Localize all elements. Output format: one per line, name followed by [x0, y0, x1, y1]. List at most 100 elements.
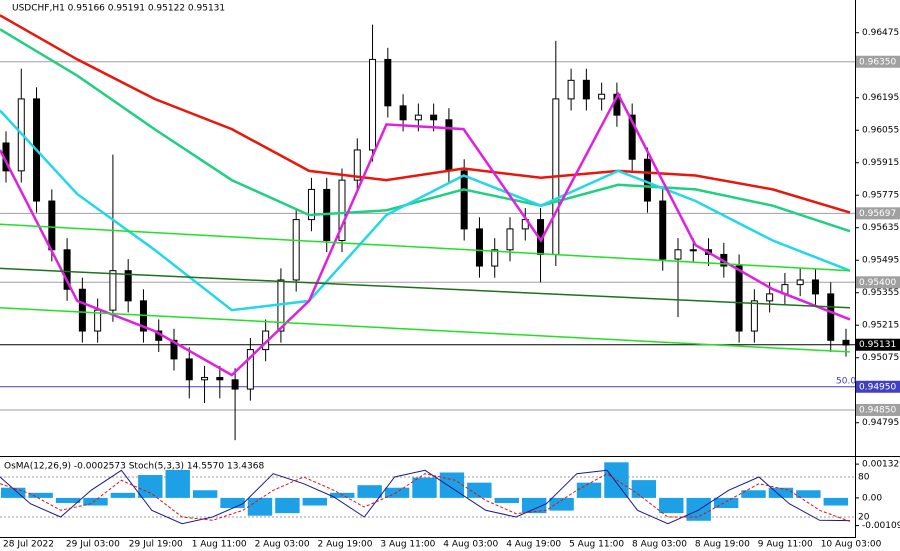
y-tick-label: 0.96195: [862, 93, 899, 103]
osma-bar: [192, 490, 218, 498]
candle-body: [369, 58, 377, 151]
indicator-line: [0, 109, 851, 312]
y-tick-label: 0.95635: [862, 223, 899, 233]
level-label: 0.96350: [859, 57, 896, 67]
candle-body: [231, 379, 239, 390]
x-tick-label: 2 Aug 03:00: [255, 540, 310, 550]
candle-body: [170, 339, 178, 360]
osma-bar: [165, 469, 190, 498]
osma-bar: [796, 490, 821, 498]
y-tick-label: 0.96055: [862, 126, 899, 136]
candle-body: [78, 288, 86, 332]
candle-body: [246, 349, 254, 390]
osma-bar: [576, 482, 602, 498]
candle-body: [674, 249, 682, 260]
stoch-line: [0, 469, 851, 525]
y-tick-label: 0.95495: [862, 256, 899, 266]
candle-body: [399, 105, 407, 121]
y2-tick-label: 80: [858, 473, 870, 483]
y-tick-label: -0.00109: [862, 521, 900, 531]
candle-body: [659, 200, 667, 260]
osma-bar: [55, 497, 81, 503]
level-label: 0.94850: [859, 405, 896, 415]
x-tick-label: 1 Aug 11:00: [192, 540, 247, 550]
osma-bar: [275, 497, 300, 514]
level-tag: [856, 338, 900, 351]
candle-body: [766, 293, 774, 302]
osma-bar: [741, 490, 766, 498]
chart-title: USDCHF,H1 0.95166 0.95191 0.95122 0.9513…: [12, 4, 225, 14]
indicator-line: [0, 91, 851, 377]
osma-bar: [631, 480, 657, 498]
indicator-line: [0, 267, 851, 309]
osma-bar: [713, 497, 739, 509]
candle-body: [201, 376, 209, 381]
fibo-annotation: 50.0: [836, 376, 856, 386]
candle-body: [582, 79, 590, 100]
x-tick-label: 10 Aug 03:00: [821, 540, 882, 550]
candle-body: [689, 249, 697, 252]
candle-body: [63, 249, 71, 290]
x-tick-label: 8 Aug 19:00: [695, 540, 750, 550]
osma-bar: [467, 482, 492, 498]
y-tick-label: 0.00: [862, 493, 882, 503]
y-tick-label: 0.001329: [862, 460, 900, 470]
osma-bar: [768, 487, 794, 498]
candle-body: [735, 265, 743, 332]
candle-body: [384, 58, 392, 107]
candle-body: [338, 179, 346, 241]
indicator-line: [0, 14, 851, 214]
level-tag: [856, 380, 900, 393]
y-tick-label: 0.96475: [862, 28, 899, 38]
candle-body: [292, 219, 300, 281]
level-tag: [856, 55, 900, 68]
candle-body: [48, 200, 56, 251]
level-label: 0.94950: [859, 382, 896, 392]
osma-bar: [110, 492, 136, 498]
candle-body: [414, 114, 422, 121]
osma-bar: [1, 487, 26, 498]
candle-body: [307, 188, 315, 221]
osma-bar: [28, 492, 53, 498]
x-tick-label: 4 Aug 19:00: [506, 540, 561, 550]
candle-body: [353, 149, 361, 181]
x-tick-label: 8 Aug 03:00: [632, 540, 687, 550]
y-tick-label: 0.95775: [862, 191, 899, 201]
candle-body: [811, 279, 819, 295]
candle-body: [842, 339, 850, 346]
candle-body: [567, 79, 575, 100]
indicator-line: [0, 307, 851, 353]
x-tick-label: 3 Aug 11:00: [380, 540, 435, 550]
candle-body: [491, 249, 499, 267]
x-tick-label: 5 Aug 11:00: [569, 540, 624, 550]
osma-bar: [549, 497, 574, 511]
candle-body: [827, 293, 835, 341]
level-tag: [856, 403, 900, 416]
x-tick-label: 4 Aug 03:00: [443, 540, 498, 550]
candle-body: [185, 358, 193, 381]
y2-tick-label: 20: [858, 513, 870, 523]
osma-bar: [412, 477, 437, 498]
candle-body: [430, 114, 438, 121]
y-tick-label: 0.95915: [862, 158, 899, 168]
candle-body: [506, 228, 514, 251]
level-tag: [856, 276, 900, 289]
stoch-line: [0, 473, 851, 522]
x-tick-label: 2 Aug 19:00: [318, 540, 373, 550]
x-tick-label: 28 Jul 2022: [3, 540, 54, 550]
osma-bar: [247, 497, 273, 516]
indicator-line: [0, 223, 851, 272]
y-tick-label: 0.95075: [862, 353, 899, 363]
y-tick-label: 0.95215: [862, 321, 899, 331]
candle-body: [750, 300, 758, 332]
candle-body: [109, 270, 117, 311]
indicator-line: [0, 28, 851, 233]
candle-body: [628, 114, 636, 160]
x-tick-label: 9 Aug 11:00: [758, 540, 813, 550]
x-tick-label: 29 Jul 19:00: [129, 540, 183, 550]
candle-body: [475, 228, 483, 267]
x-tick-label: 29 Jul 03:00: [66, 540, 120, 550]
candle-body: [598, 93, 606, 100]
indicator-title: OsMA(12,26,9) -0.0002573 Stoch(5,3,3) 14…: [4, 462, 264, 472]
